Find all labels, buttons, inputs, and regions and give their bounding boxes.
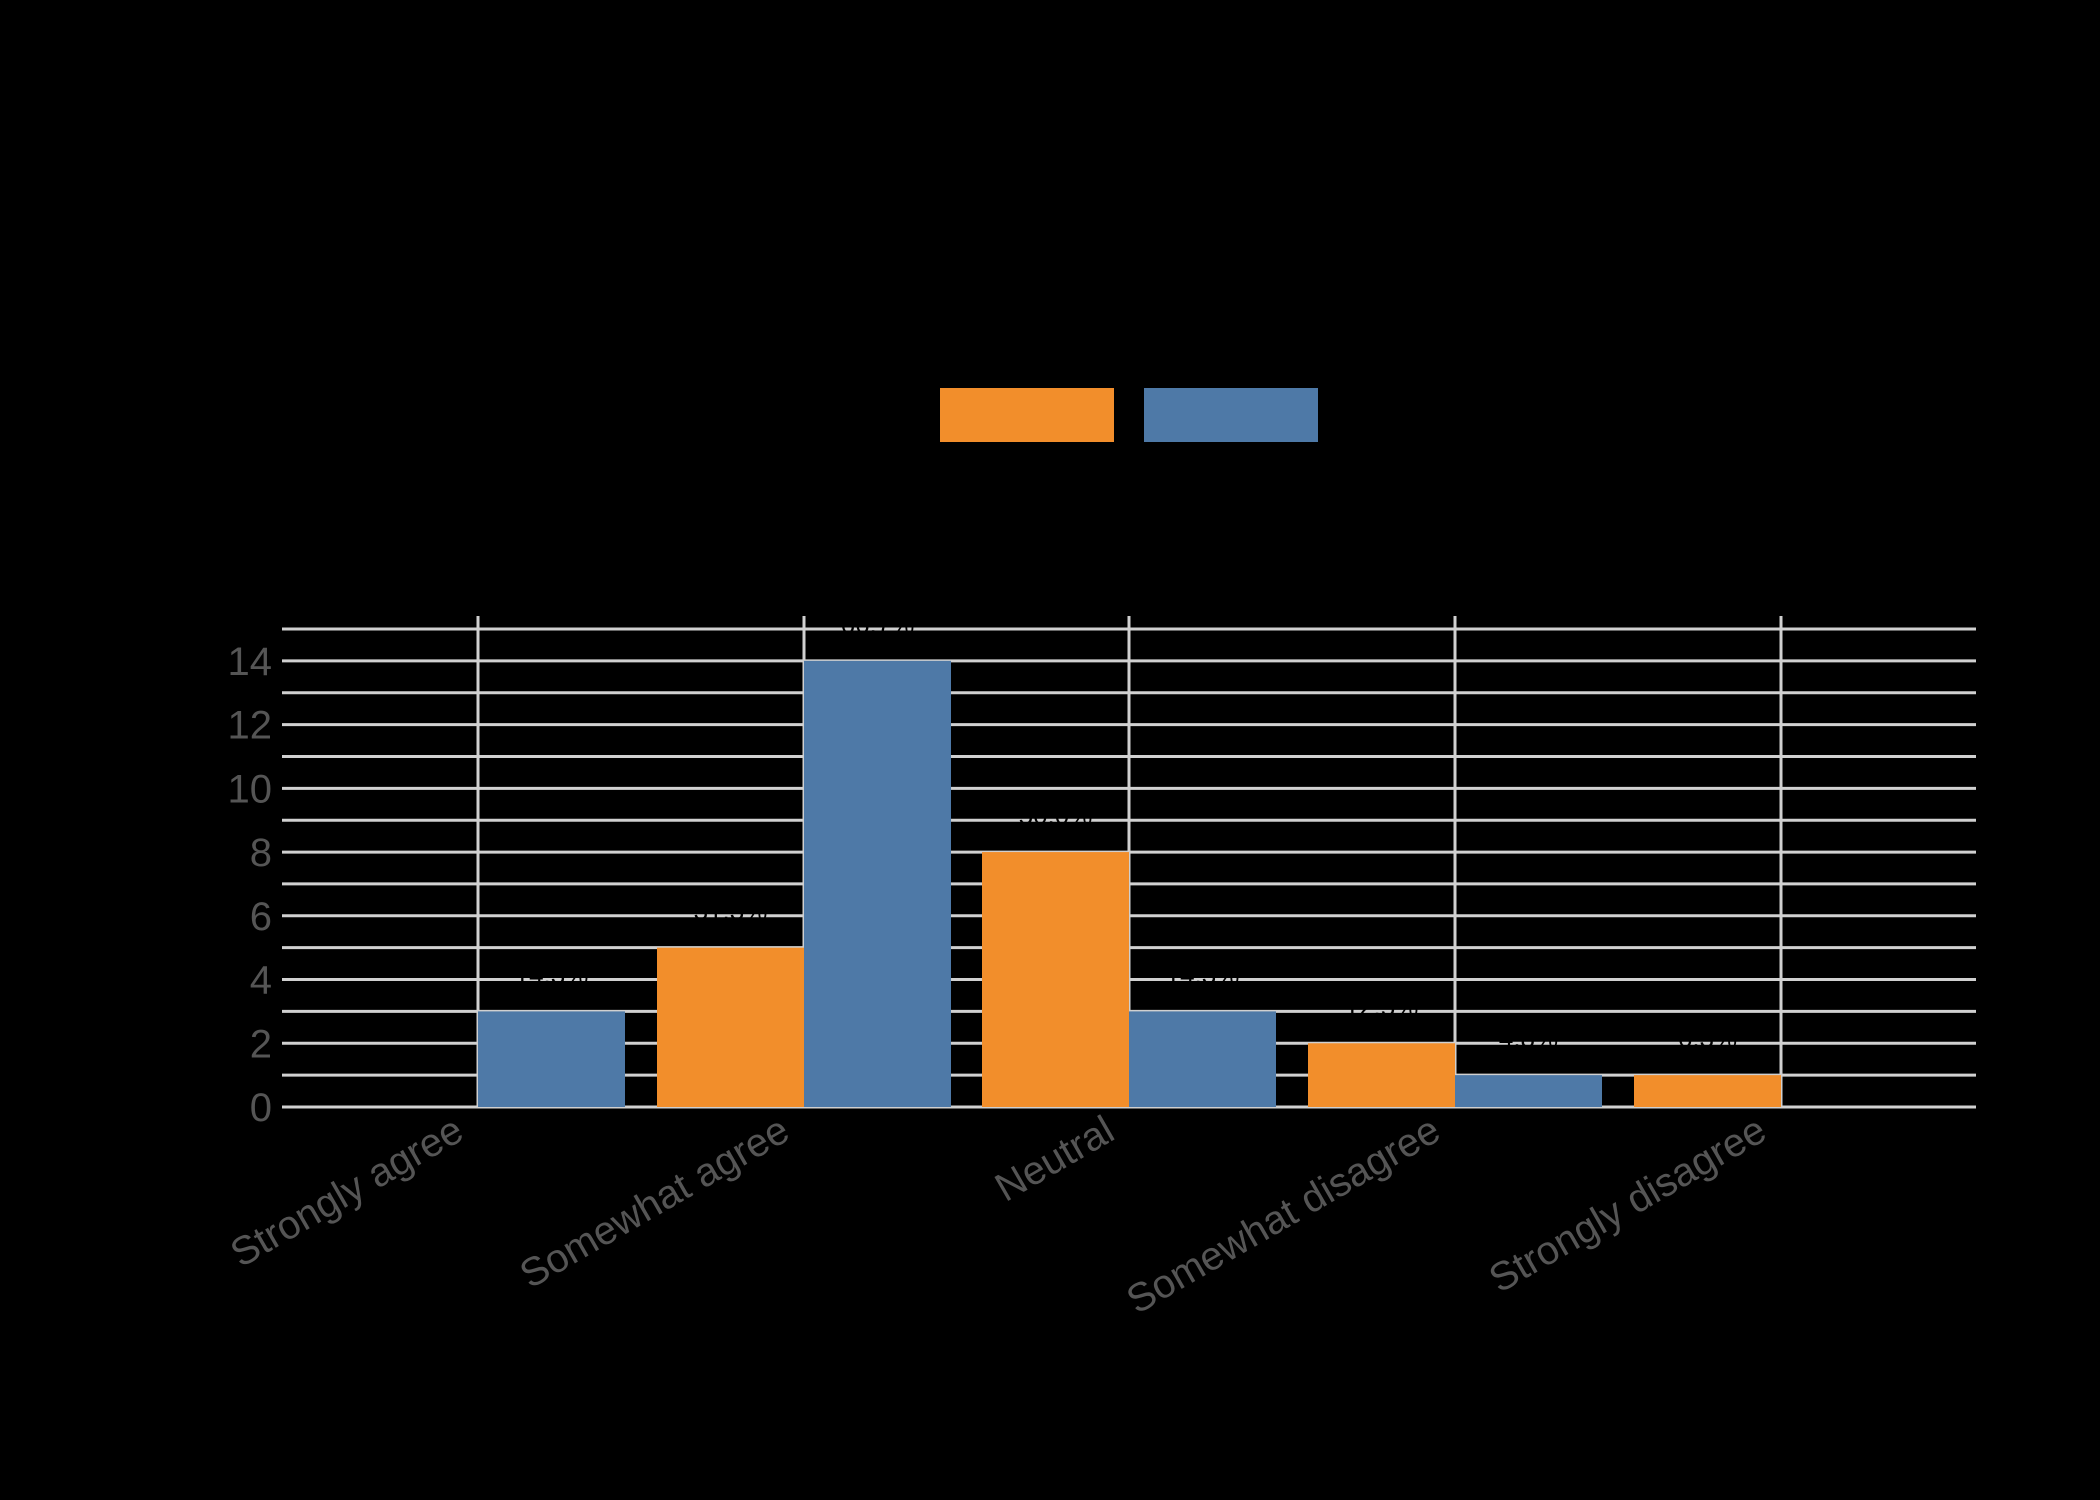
- y-tick-label: 8: [250, 831, 272, 875]
- y-axis: 0 2 4 6 8 10 12 14: [228, 640, 273, 1130]
- bar[interactable]: [478, 1011, 625, 1107]
- bar[interactable]: [1634, 1075, 1781, 1107]
- y-tick-label: 14: [228, 640, 273, 684]
- x-category-label: Strongly disagree: [1482, 1108, 1774, 1302]
- y-tick-label: 6: [250, 895, 272, 939]
- bar-value-label: 14.3%: [1166, 959, 1240, 989]
- bar-value-label: 14.3%: [515, 959, 589, 989]
- x-category-label: Neutral: [988, 1108, 1122, 1211]
- bar-value-label: 31.3%: [694, 896, 768, 926]
- bar[interactable]: [657, 947, 804, 1107]
- x-category-label: Somewhat agree: [513, 1108, 797, 1297]
- bar[interactable]: [982, 852, 1129, 1107]
- y-tick-label: 10: [228, 767, 273, 811]
- x-category-label: Strongly agree: [223, 1108, 470, 1276]
- legend-swatch[interactable]: [1144, 388, 1318, 442]
- bar-value-label: 4.8%: [1499, 1023, 1558, 1053]
- data-labels: 31.3% 50.0% 12.5% 6.3% 14.3% 66.7% 14.3% 4.8%: [515, 609, 1738, 1053]
- legend-swatch[interactable]: [940, 388, 1114, 442]
- bar-value-label: 6.3%: [1678, 1023, 1737, 1053]
- y-tick-label: 2: [250, 1022, 272, 1066]
- y-tick-label: 0: [250, 1086, 272, 1130]
- legend: [940, 388, 1318, 442]
- bar[interactable]: [1308, 1043, 1455, 1107]
- bar-value-label: 50.0%: [1019, 800, 1093, 830]
- x-category-label: Somewhat disagree: [1119, 1108, 1447, 1323]
- bar[interactable]: [804, 660, 951, 1107]
- y-tick-label: 12: [228, 704, 273, 748]
- bars: [478, 660, 1781, 1107]
- bar[interactable]: [1455, 1075, 1602, 1107]
- bar-value-label: 12.5%: [1345, 991, 1419, 1021]
- y-tick-label: 4: [250, 959, 272, 1003]
- bar[interactable]: [1129, 1011, 1276, 1107]
- x-axis: Strongly agree Somewhat agree NeutralSomew…: [223, 1108, 1773, 1323]
- bar-value-label: 66.7%: [841, 609, 915, 639]
